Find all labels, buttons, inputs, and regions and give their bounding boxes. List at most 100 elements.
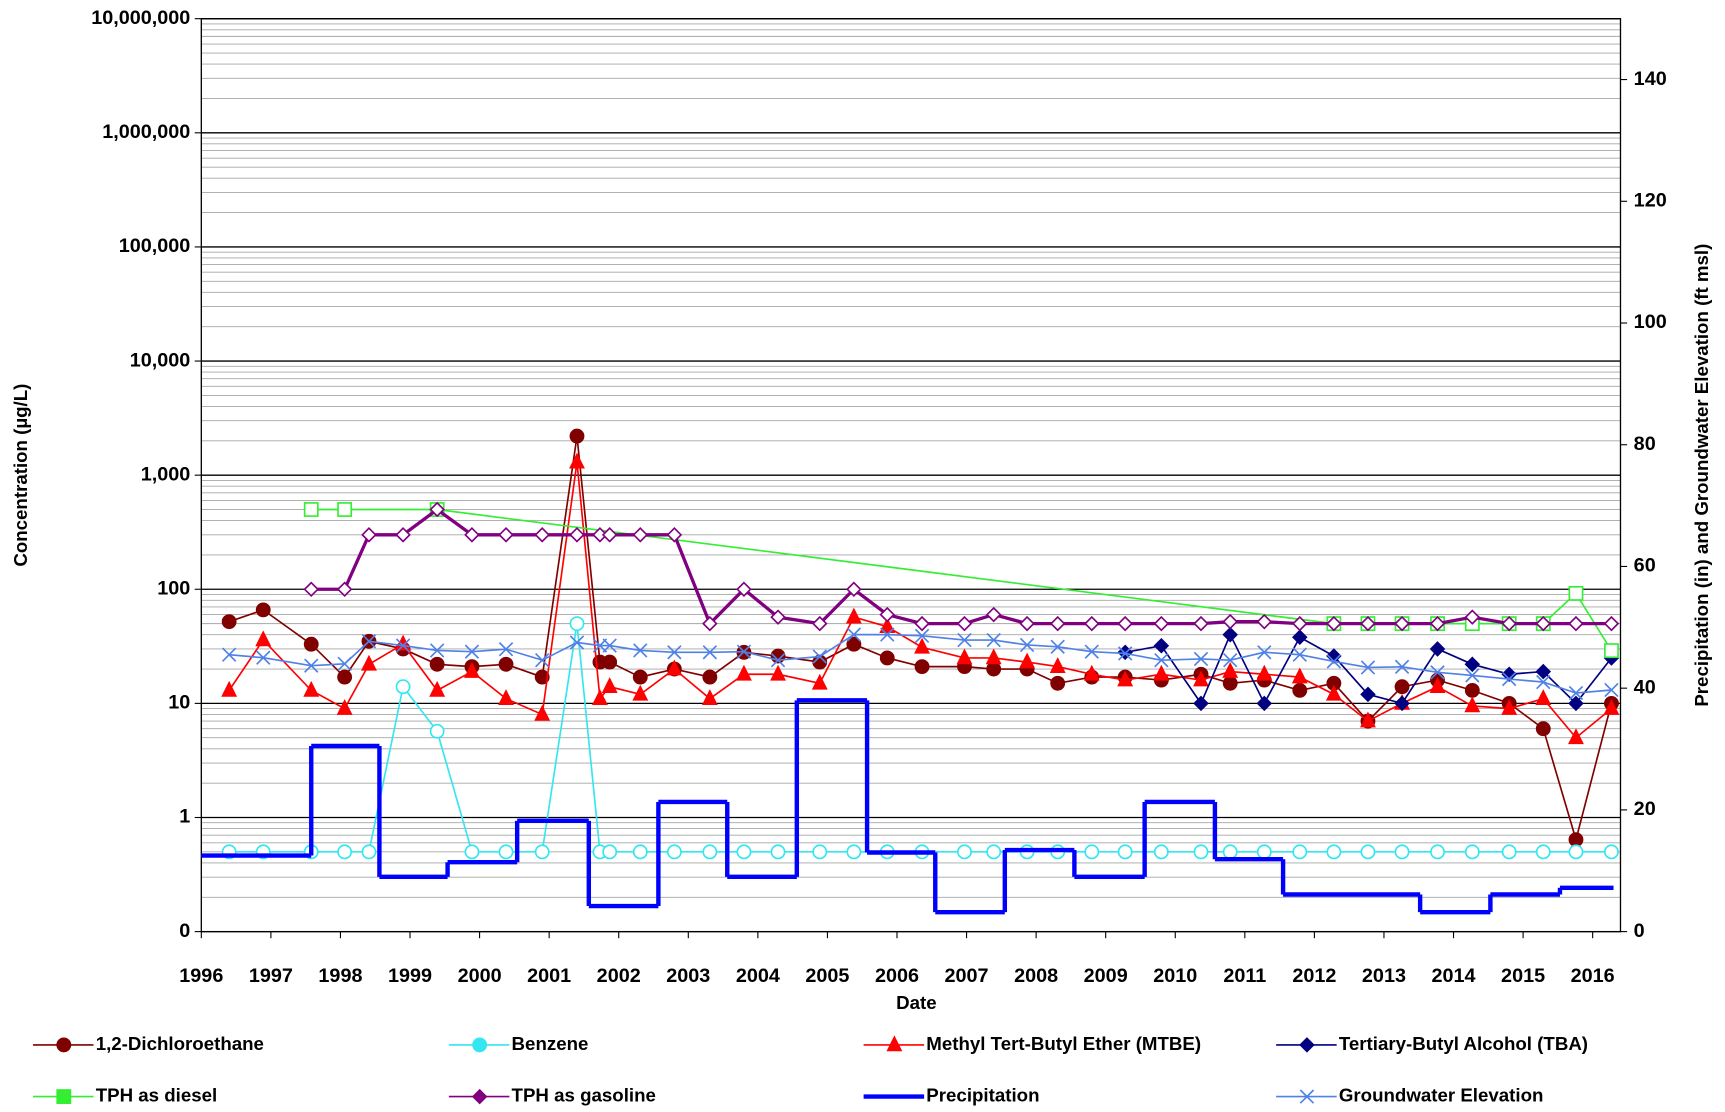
y2-tick-label: 60	[1634, 555, 1656, 577]
marker	[666, 527, 683, 543]
marker	[1568, 585, 1584, 601]
marker	[1193, 695, 1209, 712]
x-tick-label: 2016	[1571, 965, 1615, 987]
marker	[1568, 832, 1584, 848]
marker	[702, 669, 718, 685]
marker	[1019, 652, 1036, 669]
marker	[361, 844, 377, 860]
marker	[1084, 615, 1100, 632]
y-tick-label: 1	[179, 806, 190, 828]
marker	[1154, 652, 1169, 668]
marker	[880, 627, 895, 642]
marker	[337, 844, 353, 860]
marker	[303, 502, 319, 517]
y2-tick-label: 0	[1634, 920, 1645, 942]
marker	[702, 844, 718, 860]
y-axis-title: Concentration (µg/L)	[10, 384, 31, 567]
y-tick-label: 0	[179, 920, 190, 942]
marker	[1568, 615, 1584, 632]
marker	[336, 699, 353, 715]
marker	[914, 659, 930, 675]
x-tick-label: 1997	[249, 965, 293, 987]
marker	[1049, 615, 1066, 632]
x-tick-label: 2014	[1432, 965, 1476, 987]
marker	[986, 661, 1002, 677]
marker	[1117, 615, 1133, 632]
y-tick-label: 1,000,000	[102, 121, 190, 143]
marker	[1326, 615, 1342, 632]
y-tick-label: 100	[157, 578, 190, 600]
marker	[303, 636, 319, 652]
marker	[221, 647, 237, 662]
marker	[666, 844, 682, 860]
marker	[1360, 711, 1376, 728]
x-tick-label: 2005	[805, 965, 849, 987]
marker	[1193, 844, 1209, 860]
marker	[770, 652, 786, 668]
marker	[632, 684, 649, 701]
marker	[1084, 844, 1100, 860]
marker	[879, 650, 895, 666]
marker	[886, 1035, 903, 1052]
marker	[1501, 666, 1517, 683]
marker	[1360, 615, 1376, 632]
x-tick-label: 1996	[179, 965, 223, 987]
x-tick-label: 2012	[1292, 965, 1336, 987]
marker	[602, 654, 618, 670]
marker	[956, 648, 973, 665]
marker	[429, 643, 445, 658]
marker	[1153, 664, 1170, 681]
marker	[770, 844, 786, 860]
marker	[498, 656, 514, 672]
marker	[255, 630, 272, 647]
marker	[1394, 615, 1410, 632]
marker	[956, 615, 973, 632]
marker	[1326, 654, 1342, 669]
marker	[879, 606, 896, 623]
x-tick-label: 1998	[318, 965, 362, 987]
marker	[1535, 689, 1552, 705]
marker	[1049, 657, 1066, 673]
marker	[1464, 609, 1481, 625]
marker	[1360, 844, 1376, 860]
y-tick-label: 100,000	[119, 235, 191, 257]
marker	[1464, 656, 1481, 673]
legend-label: Benzene	[512, 1033, 589, 1054]
marker	[569, 635, 585, 650]
marker	[602, 638, 617, 653]
marker	[1193, 615, 1209, 632]
marker	[914, 628, 930, 644]
y2-tick-label: 140	[1634, 68, 1667, 90]
marker	[1193, 651, 1209, 667]
series-line	[229, 633, 1612, 694]
x-tick-label: 2004	[736, 965, 780, 987]
marker	[985, 606, 1002, 623]
marker	[1464, 682, 1480, 698]
marker	[1050, 675, 1066, 691]
x-tick-label: 2013	[1362, 965, 1406, 987]
marker	[812, 615, 828, 632]
marker	[361, 527, 377, 543]
marker	[667, 645, 682, 660]
marker	[879, 617, 896, 634]
marker	[1535, 721, 1551, 737]
marker	[1117, 844, 1133, 860]
legend-label: TPH as gasoline	[512, 1085, 656, 1106]
marker	[395, 638, 411, 653]
marker	[914, 637, 930, 654]
marker	[1153, 844, 1169, 860]
marker	[256, 650, 271, 665]
marker	[464, 527, 480, 543]
y2-axis-title: Precipitation (in) and Groundwater Eleva…	[1691, 244, 1712, 707]
y-tick-label: 10,000,000	[91, 7, 190, 29]
marker	[1501, 844, 1517, 860]
x-tick-label: 2000	[458, 965, 502, 987]
marker	[1429, 641, 1446, 657]
y-tick-label: 10,000	[130, 349, 191, 371]
marker	[1222, 662, 1239, 678]
marker	[534, 704, 551, 721]
marker	[957, 632, 972, 648]
marker	[957, 844, 972, 860]
marker	[361, 634, 377, 649]
